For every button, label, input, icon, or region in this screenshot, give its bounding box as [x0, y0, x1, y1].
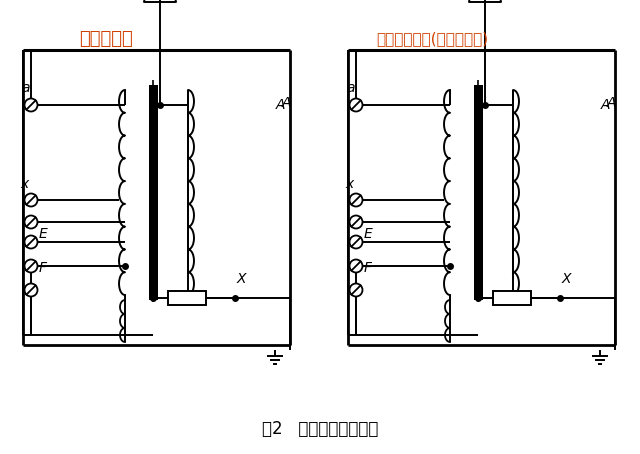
Bar: [493, 291, 531, 305]
Text: a: a: [22, 81, 30, 95]
Circle shape: [24, 193, 38, 207]
Text: x: x: [345, 177, 353, 191]
Text: E: E: [364, 227, 372, 241]
Text: E: E: [38, 227, 47, 241]
Text: A: A: [600, 98, 610, 112]
Circle shape: [24, 283, 38, 296]
Circle shape: [24, 260, 38, 272]
Circle shape: [24, 99, 38, 112]
Circle shape: [349, 193, 362, 207]
Text: A: A: [275, 98, 285, 112]
Text: 交直流变压器(油变、气变): 交直流变压器(油变、气变): [376, 31, 488, 46]
Text: 交流变压器: 交流变压器: [79, 30, 132, 48]
Text: F: F: [38, 261, 47, 275]
Circle shape: [349, 99, 362, 112]
Text: x: x: [20, 177, 28, 191]
Text: a: a: [347, 81, 355, 95]
Text: X: X: [237, 272, 246, 286]
Text: 图2   变压器原理示意图: 图2 变压器原理示意图: [262, 420, 378, 438]
Bar: [168, 291, 206, 305]
Bar: [148, 85, 157, 300]
Circle shape: [349, 236, 362, 248]
Circle shape: [24, 216, 38, 228]
Bar: [474, 85, 483, 300]
Text: A: A: [282, 96, 291, 110]
Circle shape: [349, 283, 362, 296]
Circle shape: [24, 236, 38, 248]
Text: A: A: [607, 96, 616, 110]
Text: F: F: [364, 261, 371, 275]
Circle shape: [349, 260, 362, 272]
Circle shape: [349, 216, 362, 228]
Text: X: X: [562, 272, 572, 286]
